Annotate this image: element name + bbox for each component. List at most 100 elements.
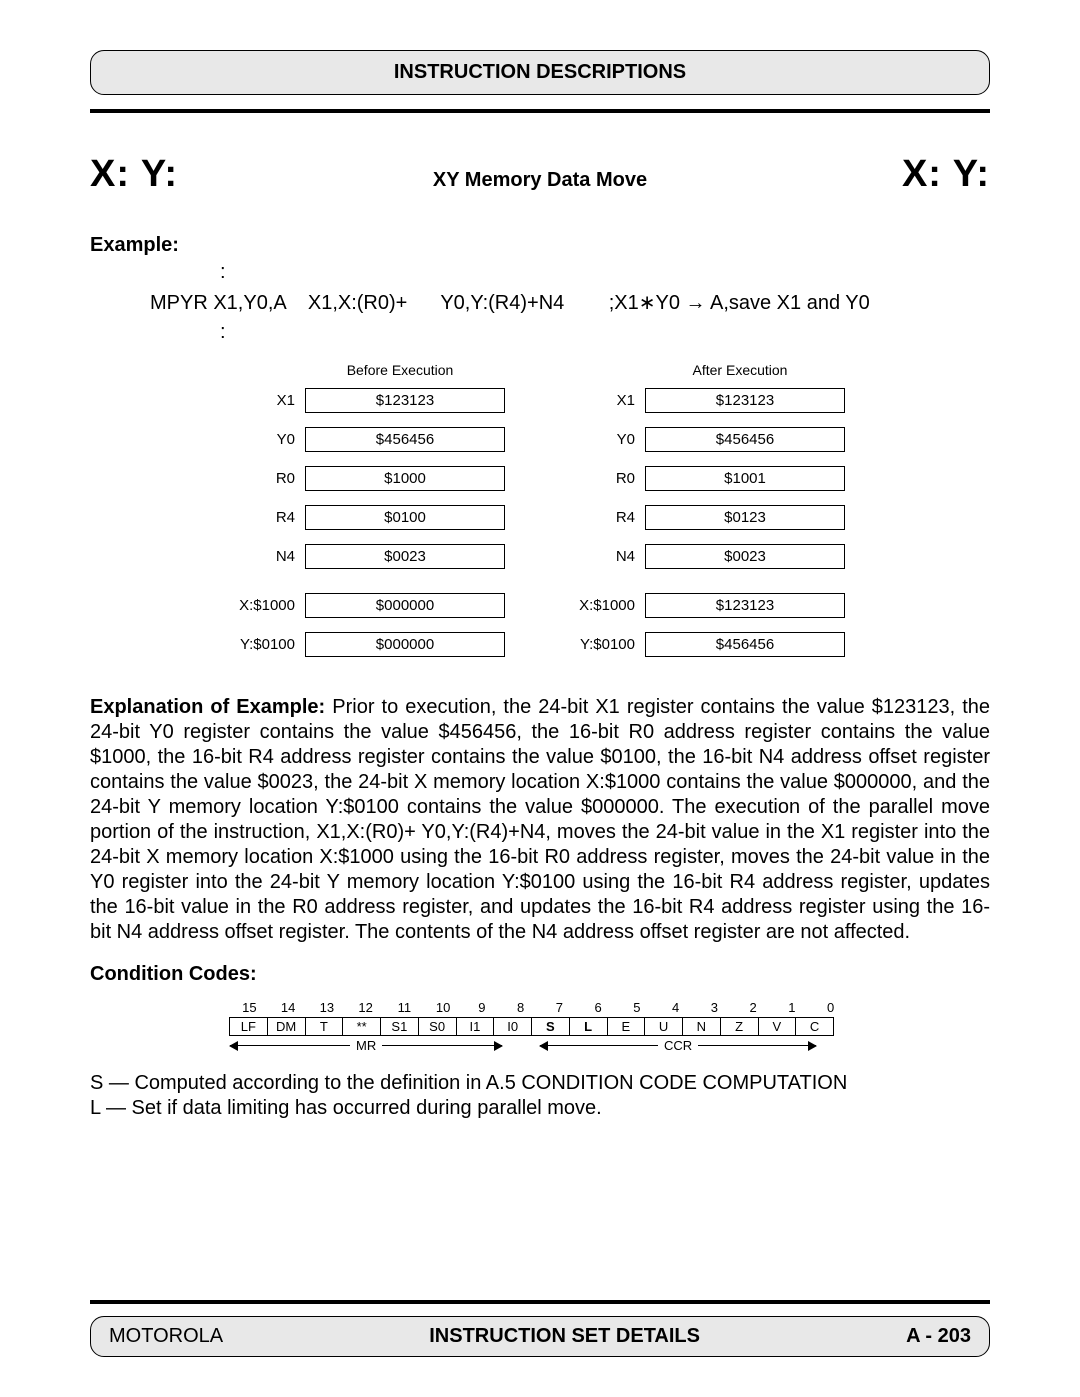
register-label: Y0 [235,431,305,448]
register-row: Y:$0100$000000 [235,632,505,657]
cc-range-arrows: MR CCR [230,1038,850,1062]
register-value: $456456 [645,427,845,452]
register-label: Y:$0100 [575,636,645,653]
example-colon-after: : [90,321,990,344]
register-row: R4$0123 [575,505,845,530]
cc-line-s: S — Computed according to the definition… [90,1072,990,1095]
cc-bit-number: 4 [656,1000,695,1017]
cc-bit-name: N [682,1017,721,1036]
explanation-body: Prior to execution, the 24-bit X1 regist… [90,696,990,943]
register-value: $456456 [305,427,505,452]
cc-bit-name: LF [229,1017,268,1036]
mr-arrow-left [230,1045,350,1046]
condition-codes-label: Condition Codes: [90,963,990,986]
register-row: R4$0100 [235,505,505,530]
footer-title: INSTRUCTION SET DETAILS [429,1325,700,1348]
register-row: R0$1000 [235,466,505,491]
register-row: X:$1000$123123 [575,593,845,618]
cc-bit-number: 3 [695,1000,734,1017]
cc-bit-number: 12 [346,1000,385,1017]
cc-bit-number: 14 [269,1000,308,1017]
after-column: After Execution X1$123123Y0$456456R0$100… [575,362,845,671]
register-value: $0023 [305,544,505,569]
cc-bit-name: DM [267,1017,306,1036]
code-src2: Y0,Y:(R4)+N4 [440,292,564,314]
page-header-title: INSTRUCTION DESCRIPTIONS [394,61,686,83]
register-value: $0123 [645,505,845,530]
code-comment: ;X1∗Y0 → A,save X1 and Y0 [609,292,870,314]
ccr-arrow-right [698,1045,816,1046]
ccr-label: CCR [664,1038,692,1053]
explanation-paragraph: Explanation of Example: Prior to executi… [90,695,990,945]
register-value: $0023 [645,544,845,569]
register-row: R0$1001 [575,466,845,491]
cc-bit-number: 1 [773,1000,812,1017]
cc-bit-name: L [569,1017,608,1036]
register-label: R0 [575,470,645,487]
cc-bit-name: U [644,1017,683,1036]
footer-box: MOTOROLA INSTRUCTION SET DETAILS A - 203 [90,1316,990,1357]
mnemonic-right: X: Y: [902,153,990,196]
register-label: X:$1000 [235,597,305,614]
page-footer: MOTOROLA INSTRUCTION SET DETAILS A - 203 [90,1300,990,1357]
register-row: Y:$0100$456456 [575,632,845,657]
register-value: $1000 [305,466,505,491]
after-header: After Execution [635,362,845,378]
example-colon-before: : [90,261,990,284]
example-label: Example: [90,234,990,257]
register-label: X:$1000 [575,597,645,614]
footer-page: A - 203 [906,1325,971,1348]
register-label: N4 [235,548,305,565]
cc-bit-name: Z [720,1017,759,1036]
register-label: X1 [575,392,645,409]
cc-bit-name: T [305,1017,344,1036]
before-column: Before Execution X1$123123 Y0$456456 R0$10… [235,362,505,671]
register-label: R4 [575,509,645,526]
cc-bit-number: 15 [230,1000,269,1017]
code-src1: X1,X:(R0)+ [308,292,407,314]
cc-bit-name: S [531,1017,570,1036]
before-header: Before Execution [295,362,505,378]
register-label: R4 [235,509,305,526]
cc-bit-number: 9 [463,1000,502,1017]
cc-bit-number: 0 [811,1000,850,1017]
cc-bit-number: 10 [424,1000,463,1017]
cc-bit-names: LFDMT**S1S0I1I0SLEUNZVC [230,1017,850,1036]
cc-bit-numbers: 1514131211109876543210 [230,1000,850,1017]
example-code: MPYR X1,Y0,A X1,X:(R0)+ Y0,Y:(R4)+N4 ;X1… [90,290,990,315]
cc-bit-number: 6 [579,1000,618,1017]
mr-arrow-right [382,1045,502,1046]
register-row: N4$0023 [235,544,505,569]
footer-brand: MOTOROLA [109,1325,223,1348]
register-value: $123123 [305,388,505,413]
cc-bit-name: ** [342,1017,381,1036]
footer-rule [90,1300,990,1304]
cc-bit-name: I0 [493,1017,532,1036]
register-value: $456456 [645,632,845,657]
register-label: R0 [235,470,305,487]
cc-bit-name: E [607,1017,646,1036]
cc-bit-name: C [795,1017,834,1036]
mnemonic-left: X: Y: [90,153,178,196]
register-label: Y:$0100 [235,636,305,653]
cc-bit-name: S1 [380,1017,419,1036]
register-value: $000000 [305,593,505,618]
register-value: $0100 [305,505,505,530]
register-label: X1 [235,392,305,409]
register-value: $123123 [645,388,845,413]
code-op: MPYR X1,Y0,A [150,292,286,314]
header-rule [90,109,990,113]
cc-bit-number: 13 [308,1000,347,1017]
cc-bit-name: V [758,1017,797,1036]
register-row: X1$123123 [575,388,845,413]
cc-bit-number: 11 [385,1000,424,1017]
cc-bit-number: 8 [501,1000,540,1017]
register-row: Y0$456456 [575,427,845,452]
page-header-box: INSTRUCTION DESCRIPTIONS [90,50,990,95]
title-row: X: Y: XY Memory Data Move X: Y: [90,153,990,196]
register-label: N4 [575,548,645,565]
explanation-lead: Explanation of Example: [90,696,332,718]
register-value: $123123 [645,593,845,618]
register-row: X:$1000$000000 [235,593,505,618]
ccr-arrow-left [540,1045,658,1046]
